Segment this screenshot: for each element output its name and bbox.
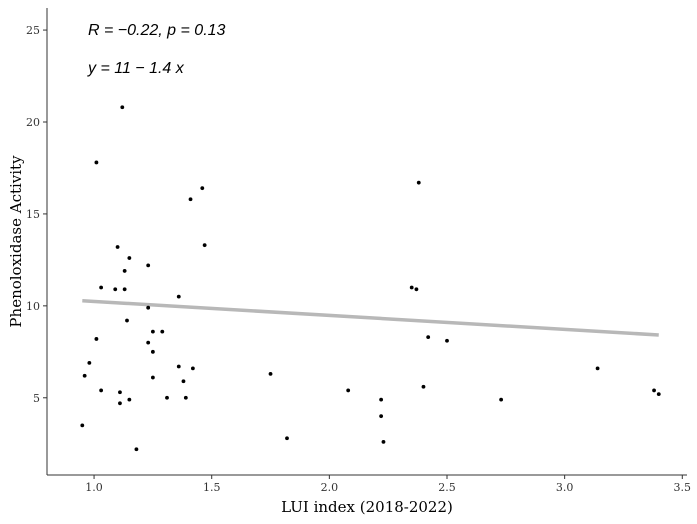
x-axis-title: LUI index (2018-2022) <box>281 498 453 516</box>
data-point <box>146 340 151 345</box>
x-tick-label: 2.5 <box>438 481 456 494</box>
x-tick-label: 1.5 <box>203 481 221 494</box>
data-point <box>150 375 155 380</box>
data-point <box>181 379 186 384</box>
y-tick-label: 20 <box>26 116 40 129</box>
data-point <box>99 388 104 393</box>
data-point <box>421 384 426 389</box>
data-point <box>165 395 169 400</box>
data-point <box>188 197 193 202</box>
data-point <box>499 397 504 402</box>
data-point <box>118 401 122 406</box>
data-point <box>176 364 181 369</box>
correlation-annotation: R = −0.22, p = 0.13 <box>88 22 226 39</box>
trend-line <box>82 298 659 337</box>
data-point <box>146 263 151 268</box>
data-point <box>127 397 132 402</box>
data-point <box>146 305 151 310</box>
y-tick-label: 15 <box>26 208 40 221</box>
data-point <box>122 269 127 273</box>
data-point <box>115 245 120 249</box>
data-point <box>150 349 155 354</box>
data-point <box>656 392 661 397</box>
regression-equation-annotation: y = 11 − 1.4 x <box>87 60 185 77</box>
data-point <box>82 373 87 378</box>
data-point <box>414 287 419 292</box>
data-point <box>120 105 125 110</box>
y-axis-title: Phenoloxidase Activity <box>7 155 25 328</box>
data-point <box>183 395 188 400</box>
data-point <box>176 294 181 299</box>
data-point <box>379 414 384 419</box>
data-point <box>426 335 431 340</box>
data-point <box>113 287 118 292</box>
y-tick-label: 5 <box>33 392 40 405</box>
data-point <box>125 318 129 323</box>
data-point <box>190 366 195 371</box>
y-tick-label: 25 <box>26 24 40 37</box>
data-point <box>94 337 99 341</box>
data-point <box>118 390 122 395</box>
data-point <box>652 388 656 393</box>
data-point <box>381 440 386 444</box>
x-tick-label: 2.0 <box>321 481 339 494</box>
x-tick-label: 3.5 <box>674 481 692 494</box>
data-point <box>346 388 351 393</box>
data-point <box>445 338 449 343</box>
data-point <box>80 423 85 428</box>
data-point <box>87 360 92 365</box>
data-point <box>268 371 273 376</box>
data-point <box>409 285 414 290</box>
data-point <box>134 447 139 452</box>
data-point <box>150 329 155 334</box>
data-point <box>202 243 207 248</box>
data-point <box>94 160 99 165</box>
data-point <box>160 329 165 334</box>
data-point <box>416 180 421 185</box>
data-point <box>122 287 127 292</box>
data-point <box>285 436 289 441</box>
x-tick-label: 1.0 <box>85 481 103 494</box>
x-tick-label: 3.0 <box>556 481 574 494</box>
data-point <box>99 285 104 290</box>
data-point <box>127 256 132 260</box>
data-point <box>200 186 205 191</box>
data-point <box>595 366 600 371</box>
data-point <box>379 397 384 402</box>
y-tick-label: 10 <box>26 300 40 313</box>
